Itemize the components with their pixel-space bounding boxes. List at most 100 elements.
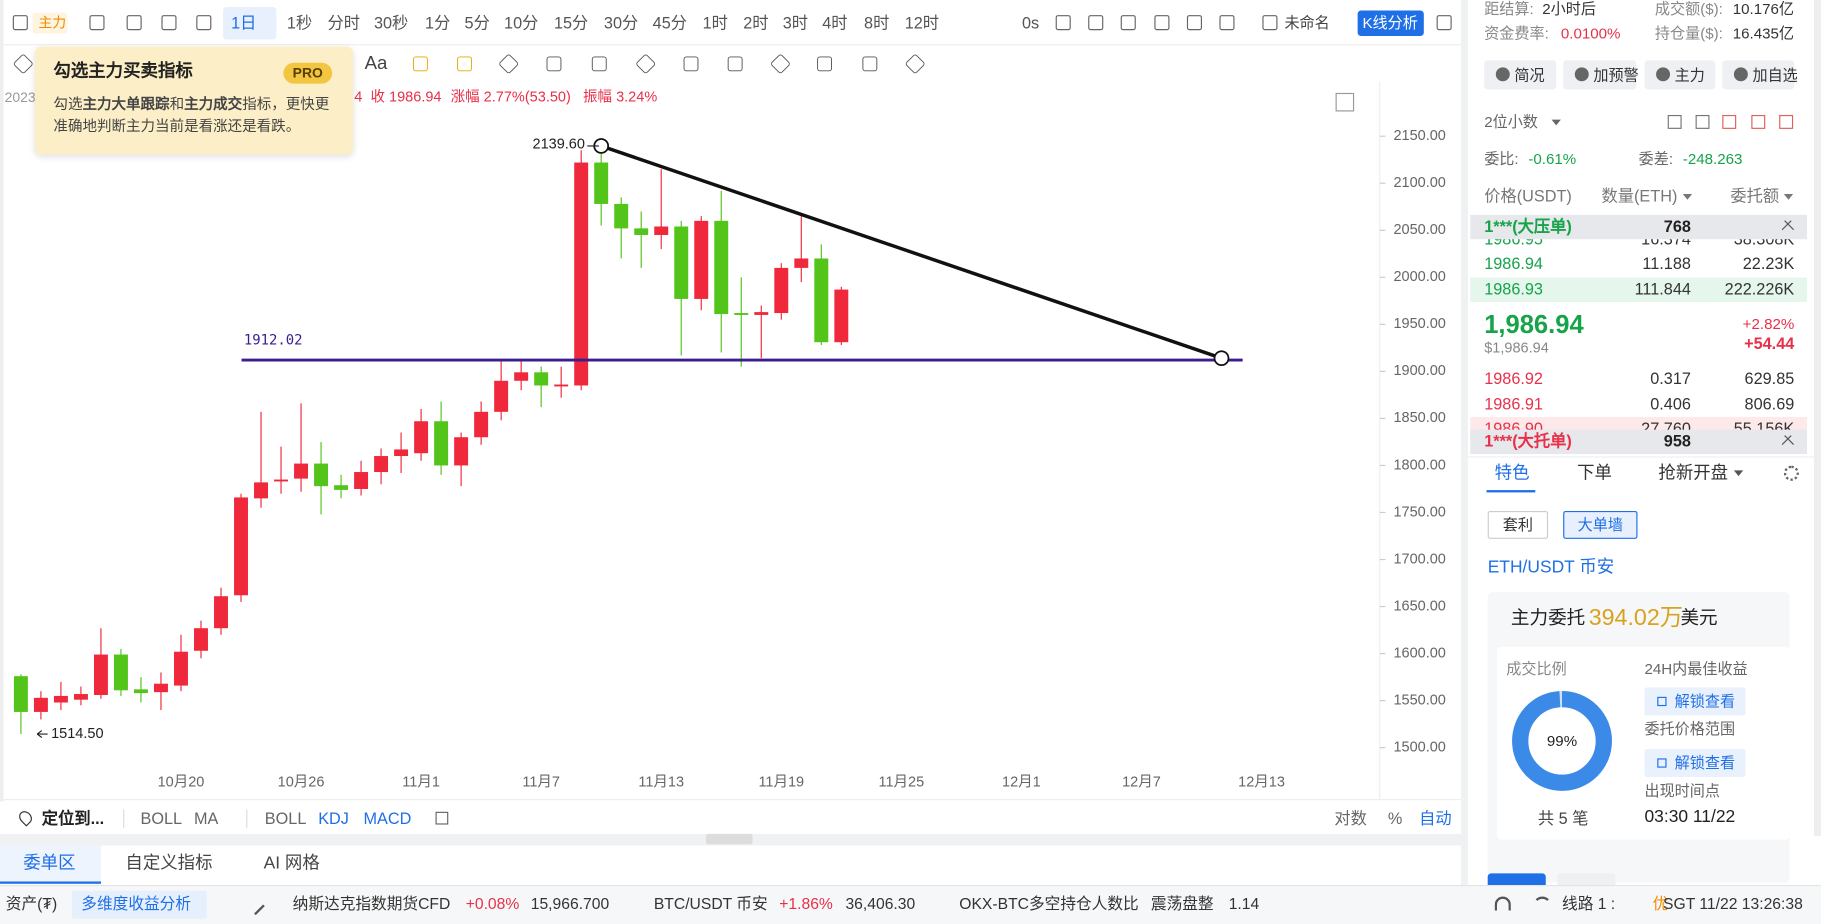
gear-icon[interactable] [1783,465,1799,481]
feature-btn[interactable] [1563,510,1638,539]
column-header[interactable]: 数量(ETH) [1601,186,1678,206]
analysis-btn[interactable] [1357,10,1424,37]
big-order-row [1470,214,1808,240]
tooltip-text: 勾选 [53,96,83,113]
main-indicator[interactable]: MA [193,808,219,828]
toolbar-icon[interactable] [196,15,212,31]
card-button[interactable] [1557,873,1616,885]
unlock-btn[interactable] [1644,749,1746,777]
high-label: 2139.60 [533,137,585,153]
x-tick-label: 11月13 [638,775,684,791]
book-icon[interactable] [1751,114,1766,129]
toolbar-icon[interactable] [1154,15,1170,31]
toolbar-icon[interactable] [12,15,28,31]
scale-option[interactable]: 对数 [1334,808,1367,828]
draw-tool[interactable] [727,56,743,72]
timeframe[interactable]: 分时 [327,13,361,33]
action-icon [1733,67,1748,82]
draw-tool[interactable] [683,56,699,72]
layout-name[interactable]: 未命名 [1284,14,1330,32]
feature-btn[interactable] [1487,510,1549,539]
sub-indicator[interactable]: BOLL [264,808,307,828]
toolbar-icon[interactable] [1436,15,1452,31]
toolbar-icon[interactable] [1120,15,1136,31]
draw-tool[interactable] [862,56,878,72]
scale-option[interactable]: % [1387,808,1403,828]
draw-tool[interactable] [591,56,607,72]
card-button[interactable] [1487,873,1546,885]
bottom-tab[interactable]: AI 网格 [263,853,320,874]
timeframe[interactable]: 10分 [504,13,539,33]
bottom-tab[interactable]: 自定义指标 [125,853,213,874]
unlock-button[interactable]: 解锁查看 [1674,692,1736,710]
book-icon[interactable] [1779,114,1794,129]
fullscreen-icon[interactable] [1335,92,1355,112]
analysis-chip[interactable]: 多维度收益分析 [81,895,192,913]
candle-body [474,411,489,438]
action-button[interactable]: 主力 [1674,66,1705,84]
toolbar-icon[interactable] [1219,15,1235,31]
bottom-tab[interactable]: 委单区 [23,853,76,874]
main-indicator[interactable]: BOLL [140,808,183,828]
timeframe[interactable]: 2时 [743,13,769,33]
label: 成交比例 [1506,659,1567,678]
timeframe[interactable]: 30秒 [373,13,409,33]
timeframe[interactable]: 30分 [603,13,639,33]
timeframe[interactable]: 5分 [464,13,490,33]
action-button[interactable]: 加自选 [1752,66,1798,84]
timeframe[interactable]: 3时 [782,13,809,33]
analysis-button[interactable]: K线分析 [1362,14,1418,32]
panel-tab[interactable]: 抢新开盘 [1658,463,1729,484]
unlock-button[interactable]: 解锁查看 [1674,753,1736,772]
action-button[interactable]: 加预警 [1593,66,1639,84]
book-icon[interactable] [1722,114,1737,129]
timeframe[interactable]: 1分 [425,13,451,33]
toolbar-icon[interactable] [89,15,105,31]
candle-body [534,372,549,386]
donut-arc [1512,691,1612,791]
panel-tab[interactable]: 下单 [1577,463,1612,484]
timeframe[interactable]: 8时 [864,13,890,33]
sub-indicator[interactable]: MACD [363,808,412,828]
precision[interactable]: 2位小数 [1484,112,1538,131]
scale-option[interactable]: 自动 [1419,808,1452,828]
sub-indicator[interactable]: KDJ [318,808,349,828]
qty: 111.844 [1634,279,1691,299]
timeframe[interactable]: 4时 [822,13,848,33]
draw-tool[interactable] [457,56,472,72]
edit-icon[interactable] [435,811,449,825]
locate-button[interactable]: 定位到... [41,808,105,828]
toolbar-icon[interactable] [1186,15,1202,31]
toolbar-icon[interactable] [1055,15,1071,31]
candle-body [734,313,749,315]
book-icon[interactable] [1695,114,1710,129]
label: 0.0100% [1560,24,1621,43]
unlock-btn[interactable] [1644,687,1746,716]
feature-button[interactable]: 大单墙 [1577,515,1623,534]
timeframe[interactable]: 45分 [652,13,688,33]
indicator-tag[interactable]: 主力 [38,14,67,32]
period[interactable]: 1日 [231,13,257,33]
feature-button[interactable]: 套利 [1502,515,1533,534]
panel-tab[interactable]: 特色 [1494,463,1530,484]
book-icon[interactable] [1667,114,1682,129]
text-tool[interactable]: Aa [364,53,388,74]
toolbar-icon[interactable] [126,15,142,31]
timeframe[interactable]: 15分 [553,13,589,33]
period-bg[interactable] [222,6,277,40]
column-header[interactable]: 委托额 [1730,186,1780,206]
amount: 806.69 [1744,394,1795,413]
qty: 11.188 [1642,253,1691,273]
action-button[interactable]: 简况 [1514,66,1545,84]
toolbar-icon[interactable] [1088,15,1104,31]
label: 收 1986.94 [370,88,442,106]
timeframe[interactable]: 1时 [702,13,728,33]
toolbar-icon[interactable] [1262,15,1278,31]
timeframe[interactable]: 12时 [904,13,940,33]
analysis-chip[interactable] [72,890,207,919]
draw-tool[interactable] [412,56,428,72]
toolbar-icon[interactable] [161,15,177,31]
draw-tool[interactable] [817,56,832,72]
draw-tool[interactable] [546,56,562,72]
timeframe[interactable]: 1秒 [286,13,313,33]
